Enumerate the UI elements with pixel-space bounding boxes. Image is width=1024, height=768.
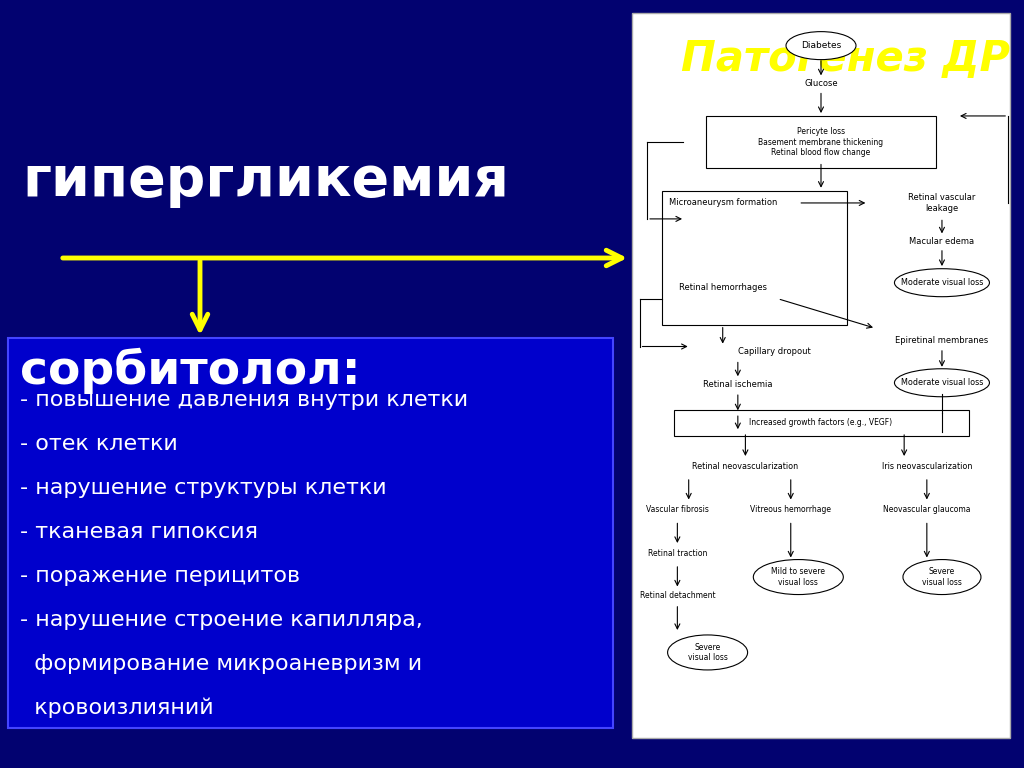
Text: Retinal vascular
leakage: Retinal vascular leakage: [908, 194, 976, 213]
Text: Pericyte loss
Basement membrane thickening
Retinal blood flow change: Pericyte loss Basement membrane thickeni…: [759, 127, 884, 157]
Text: сорбитолол:: сорбитолол:: [20, 348, 360, 394]
Text: Moderate visual loss: Moderate visual loss: [901, 278, 983, 287]
Text: кровоизлияний: кровоизлияний: [20, 698, 214, 719]
Bar: [706, 116, 936, 168]
Ellipse shape: [894, 369, 989, 397]
Bar: [674, 409, 969, 435]
Ellipse shape: [894, 269, 989, 296]
Ellipse shape: [903, 560, 981, 594]
Text: Severe
visual loss: Severe visual loss: [922, 568, 962, 587]
Ellipse shape: [786, 31, 856, 60]
Text: Retinal ischemia: Retinal ischemia: [703, 380, 772, 389]
Text: Severe
visual loss: Severe visual loss: [688, 643, 727, 662]
Text: Патогенез ДР: Патогенез ДР: [681, 38, 1010, 80]
Text: Retinal neovascularization: Retinal neovascularization: [692, 462, 799, 471]
Text: - повышение давления внутри клетки: - повышение давления внутри клетки: [20, 390, 468, 410]
Text: - отек клетки: - отек клетки: [20, 434, 178, 454]
Text: Epiretinal membranes: Epiretinal membranes: [895, 336, 988, 345]
Text: Vitreous hemorrhage: Vitreous hemorrhage: [751, 505, 831, 514]
Text: Vascular fibrosis: Vascular fibrosis: [646, 505, 709, 514]
Text: формирование микроаневризм и: формирование микроаневризм и: [20, 654, 422, 674]
Text: Microaneurysm formation: Microaneurysm formation: [669, 198, 777, 207]
Text: Macular edema: Macular edema: [909, 237, 975, 246]
Text: Glucose: Glucose: [804, 79, 838, 88]
Text: - нарушение строение капилляра,: - нарушение строение капилляра,: [20, 610, 423, 630]
Text: - тканевая гипоксия: - тканевая гипоксия: [20, 522, 258, 542]
Text: Retinal hemorrhages: Retinal hemorrhages: [679, 283, 767, 292]
Text: Neovascular glaucoma: Neovascular glaucoma: [883, 505, 971, 514]
Ellipse shape: [754, 560, 844, 594]
Text: Moderate visual loss: Moderate visual loss: [901, 379, 983, 387]
Text: Retinal detachment: Retinal detachment: [640, 591, 715, 600]
Bar: [632, 13, 1010, 738]
Text: Diabetes: Diabetes: [801, 41, 841, 50]
Text: Iris neovascularization: Iris neovascularization: [882, 462, 972, 471]
Bar: [8, 338, 613, 728]
Text: гипергликемия: гипергликемия: [22, 154, 509, 208]
FancyBboxPatch shape: [663, 190, 848, 325]
Text: - поражение перицитов: - поражение перицитов: [20, 566, 300, 586]
Text: Capillary dropout: Capillary dropout: [738, 347, 811, 356]
Text: Increased growth factors (e.g., VEGF): Increased growth factors (e.g., VEGF): [750, 418, 893, 427]
Ellipse shape: [668, 635, 748, 670]
Text: Mild to severe
visual loss: Mild to severe visual loss: [771, 568, 825, 587]
Text: Retinal traction: Retinal traction: [647, 548, 707, 558]
Text: - нарушение структуры клетки: - нарушение структуры клетки: [20, 478, 387, 498]
